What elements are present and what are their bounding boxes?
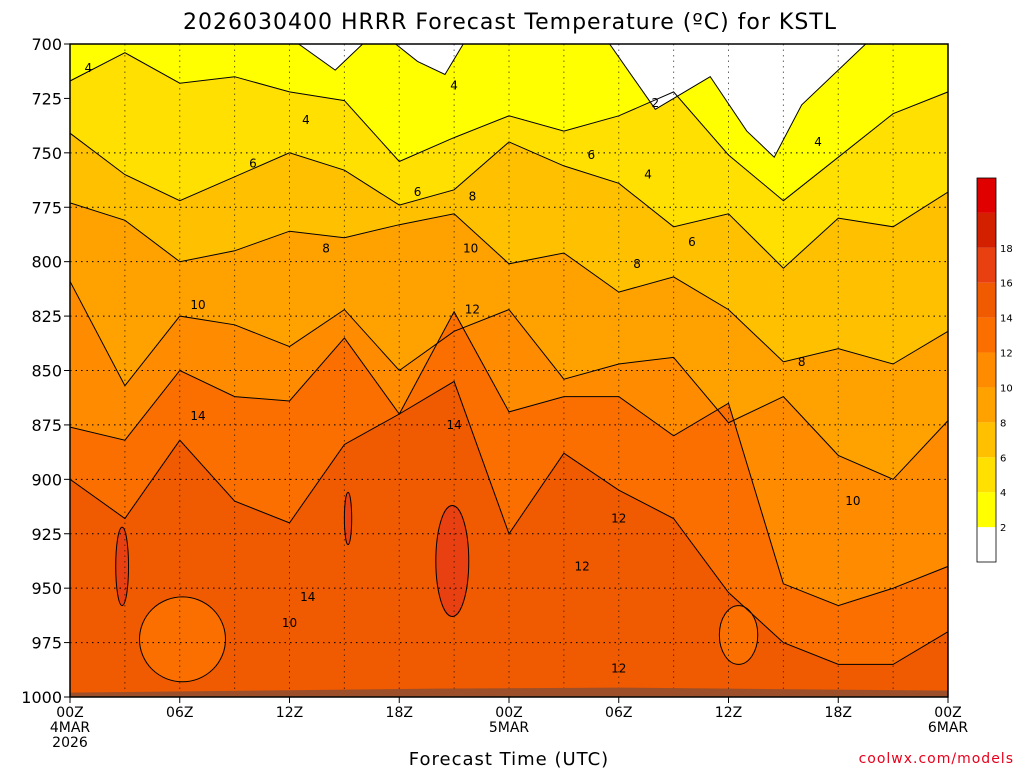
x-date-label: 5MAR [489,720,530,736]
isotherm-iso10 [70,281,948,480]
contour-label: 12 [575,559,590,573]
contour-label: 10 [463,242,478,256]
colorbar-swatch [977,387,996,423]
colorbar-swatch [977,247,996,283]
grid-lines [70,44,948,697]
contour-label: 12 [611,662,626,676]
contour-label: 2 [652,96,660,110]
x-tick-label: 00Z [934,705,961,721]
contour-label: 14 [446,418,461,432]
colorbar-tick-label: 2 [1000,523,1006,534]
y-tick-label: 900 [31,470,62,489]
y-tick-label: 800 [31,253,62,272]
x-tick-label: 12Z [276,705,303,721]
colorbar-tick-label: 18 [1000,244,1013,255]
temperature-pockets [115,491,759,683]
x-tick-label: 00Z [495,705,522,721]
temperature-pocket [343,491,353,546]
contour-label: 6 [414,185,422,199]
x-tick-label: 06Z [166,705,193,721]
y-tick-label: 875 [31,416,62,435]
contour-label: 10 [190,298,205,312]
x-date-label: 6MAR [928,720,969,736]
contour-label: 6 [249,157,257,171]
colorbar-swatch [977,457,996,493]
chart-title: 2026030400 HRRR Forecast Temperature (ºC… [183,10,837,35]
x-year-label: 2026 [52,735,88,751]
colorbar-swatch [977,352,996,388]
colorbar-tick-label: 12 [1000,349,1013,360]
colorbar-tick-label: 6 [1000,453,1006,464]
colorbar-swatch [977,212,996,248]
x-tick-label: 06Z [605,705,632,721]
contour-label: 6 [587,148,595,162]
contour-label: 4 [84,61,92,75]
colorbar-swatch [977,527,996,562]
x-date-label: 4MAR [50,720,91,736]
y-tick-label: 1000 [21,688,62,707]
y-tick-label: 825 [31,307,62,326]
colorbar-tick-label: 8 [1000,418,1006,429]
x-tick-label: 18Z [386,705,413,721]
colorbar-tick-label: 14 [1000,314,1013,325]
colorbar-legend: 2 4 6 8 10 12 14 16 18 [976,177,1013,563]
temperature-pocket [435,504,470,617]
contour-label: 8 [469,189,477,203]
colorbar-frame [976,177,997,563]
y-tick-label: 850 [31,362,62,381]
contour-label: 8 [322,242,330,256]
contour-label: 10 [845,494,860,508]
x-tick-label: 18Z [825,705,852,721]
temperature-pocket [139,596,226,683]
colorbar-swatch [977,317,996,353]
contour-label: 4 [450,78,458,92]
y-tick-label: 700 [31,35,62,54]
source-credit: coolwx.com/models [859,751,1014,767]
isotherm-iso12 [70,310,948,607]
contour-label: 10 [282,616,297,630]
y-tick-label: 725 [31,89,62,108]
colorbar-swatch [977,492,996,528]
terrain-ground [70,687,948,697]
contour-label: 8 [798,355,806,369]
y-axis: 700 725 750 775 800 825 850 875 900 925 950 975 1000 [21,35,70,707]
contour-label: 8 [633,257,641,271]
contour-label: 4 [814,135,822,149]
contour-label: 14 [190,409,205,423]
y-tick-label: 775 [31,198,62,217]
contour-label: 12 [465,303,480,317]
contour-label: 6 [688,235,696,249]
contour-label: 4 [302,113,310,127]
colorbar-swatch [977,422,996,458]
isotherm-iso6 [70,132,948,269]
colorbar-swatch [977,178,996,213]
contour-label: 12 [611,512,626,526]
x-tick-label: 12Z [715,705,742,721]
y-tick-label: 975 [31,634,62,653]
colorbar-tick-label: 16 [1000,279,1013,290]
colorbar-tick-label: 10 [1000,383,1013,394]
contour-label: 14 [300,590,315,604]
y-tick-label: 950 [31,579,62,598]
y-tick-label: 925 [31,525,62,544]
colorbar-swatch [977,282,996,318]
region-below-2 [297,44,867,159]
contour-label: 4 [644,168,652,182]
isotherm-iso8 [70,202,948,365]
x-tick-label: 00Z [56,705,83,721]
x-axis-label: Forecast Time (UTC) [409,749,609,768]
temperature-pocket [115,526,130,607]
y-tick-label: 750 [31,144,62,163]
colorbar-tick-label: 4 [1000,488,1006,499]
